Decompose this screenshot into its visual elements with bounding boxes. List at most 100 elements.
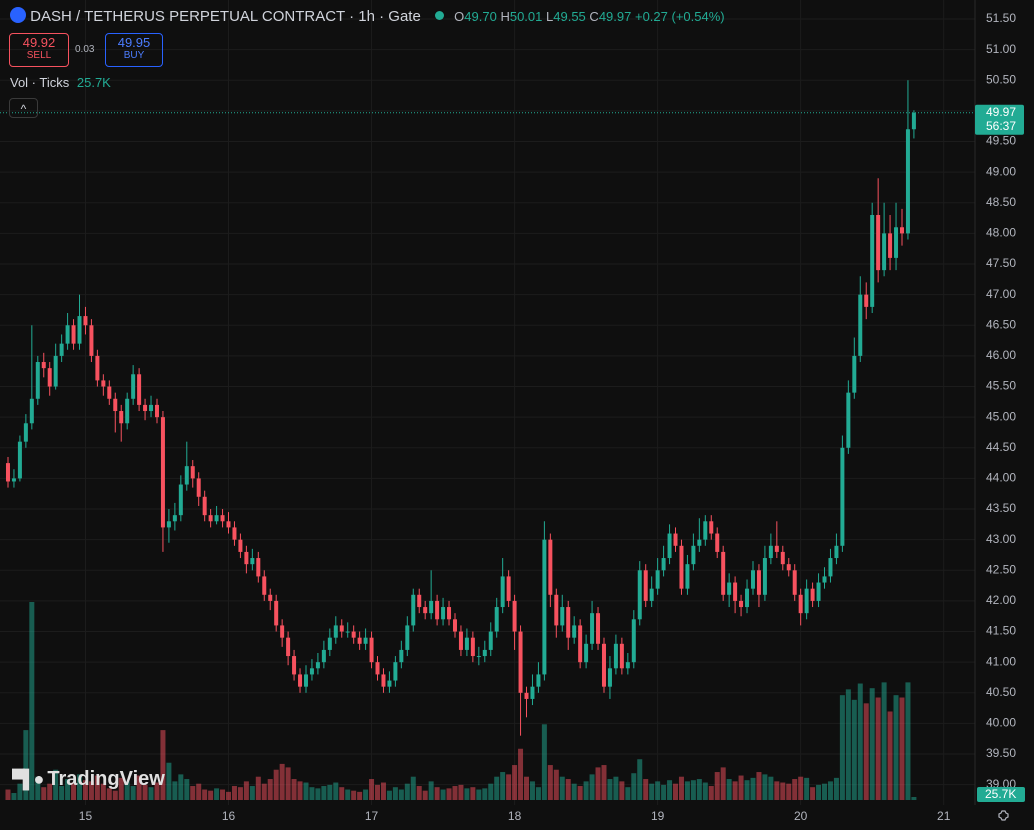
sell-button[interactable]: 49.92 SELL — [9, 33, 69, 67]
y-tick-label: 39.50 — [986, 746, 1016, 760]
candle-body — [256, 558, 261, 577]
volume-tag — [977, 787, 1025, 802]
y-tick-label: 45.00 — [986, 409, 1016, 423]
volume-bar — [23, 730, 29, 800]
volume-bar — [744, 780, 750, 800]
volume-bar — [440, 789, 446, 800]
volume-bar — [357, 791, 363, 800]
candle-body — [596, 613, 601, 644]
candle-body — [137, 374, 142, 405]
symbol-title[interactable]: DASH / TETHERUS PERPETUAL CONTRACT · 1h … — [30, 8, 421, 25]
volume-bar — [166, 762, 172, 800]
volume-bar — [696, 779, 702, 800]
y-tick-label: 41.00 — [986, 654, 1016, 668]
candle-body — [560, 607, 565, 626]
volume-bar — [106, 788, 112, 800]
y-tick-label: 47.50 — [986, 256, 1016, 270]
y-tick-label: 43.00 — [986, 532, 1016, 546]
volume-bar — [851, 699, 857, 800]
volume-bar — [41, 787, 47, 800]
candle-body — [447, 607, 452, 620]
high-value: 50.01 — [509, 9, 543, 24]
indicator-name[interactable]: Vol · Ticks — [10, 75, 70, 90]
volume-bar — [386, 790, 392, 800]
y-tick-label: 41.50 — [986, 624, 1016, 638]
volume-bar — [112, 790, 118, 800]
candle-body — [83, 316, 88, 326]
volume-bar — [231, 786, 237, 800]
volume-bar — [237, 787, 243, 800]
candle-body — [768, 545, 773, 559]
volume-bar — [655, 781, 661, 800]
candle-body — [798, 594, 803, 614]
change-value: +0.27 (+0.54%) — [634, 9, 725, 24]
volume-bar — [839, 695, 845, 800]
candle-body — [756, 570, 761, 595]
volume-bar — [11, 793, 17, 800]
candle-body — [357, 637, 362, 644]
candle-body — [470, 637, 475, 657]
volume-bar — [732, 781, 738, 800]
candle-body — [268, 594, 273, 601]
volume-bar — [810, 787, 816, 800]
candle-body — [262, 576, 267, 595]
volume-bar — [649, 783, 655, 800]
candle-body — [309, 668, 314, 675]
candle-body — [911, 112, 916, 130]
x-tick-label: 16 — [222, 809, 236, 823]
volume-bar — [148, 787, 154, 800]
candle-body — [548, 539, 553, 595]
candle-body — [488, 631, 493, 650]
volume-bar — [398, 789, 404, 800]
buy-button[interactable]: 49.95 BUY — [105, 33, 163, 67]
volume-bar — [625, 787, 631, 800]
candle-body — [41, 362, 46, 369]
candle-body — [655, 570, 660, 589]
y-tick-label: 42.50 — [986, 562, 1016, 576]
candle-body — [876, 215, 881, 271]
candle-body — [619, 643, 624, 669]
candle-body — [405, 625, 410, 650]
y-tick-label: 44.00 — [986, 471, 1016, 485]
volume-bar — [303, 782, 309, 800]
volume-bar — [905, 682, 911, 800]
volume-bar — [434, 787, 440, 800]
y-tick-label: 46.00 — [986, 348, 1016, 362]
volume-bar — [196, 783, 202, 800]
candle-body — [828, 558, 833, 577]
volume-bar — [702, 782, 708, 800]
volume-bar — [118, 777, 124, 800]
volume-bar — [380, 782, 386, 800]
candle-body — [578, 625, 583, 663]
candle-body — [810, 588, 815, 601]
volume-bar — [708, 786, 714, 800]
volume-bar — [172, 781, 178, 800]
volume-bar — [661, 784, 667, 800]
volume-bar — [279, 763, 285, 800]
y-tick-label: 42.00 — [986, 593, 1016, 607]
title-row: DASH / TETHERUS PERPETUAL CONTRACT · 1h … — [10, 7, 725, 25]
volume-bar — [422, 790, 428, 800]
y-tick-label: 51.00 — [986, 42, 1016, 56]
volume-bar — [637, 759, 643, 800]
candle-body — [95, 355, 100, 381]
settings-icon[interactable] — [998, 810, 1009, 821]
collapse-button[interactable]: ^ — [9, 98, 38, 118]
candle-body — [852, 355, 857, 393]
candle-body — [888, 233, 893, 258]
x-tick-label: 15 — [79, 809, 93, 823]
candle-body — [423, 607, 428, 614]
volume-bar — [267, 779, 273, 800]
candle-body — [834, 545, 839, 559]
volume-bar — [243, 781, 249, 800]
candle-body — [584, 643, 589, 663]
x-tick-label: 18 — [508, 809, 522, 823]
volume-bar — [130, 786, 136, 800]
volume-bar — [452, 786, 458, 800]
volume-bar — [404, 783, 410, 800]
candle-body — [339, 625, 344, 632]
volume-bar — [53, 769, 59, 800]
candle-body — [637, 570, 642, 620]
candle-body — [607, 668, 612, 687]
volume-bar — [822, 783, 828, 800]
